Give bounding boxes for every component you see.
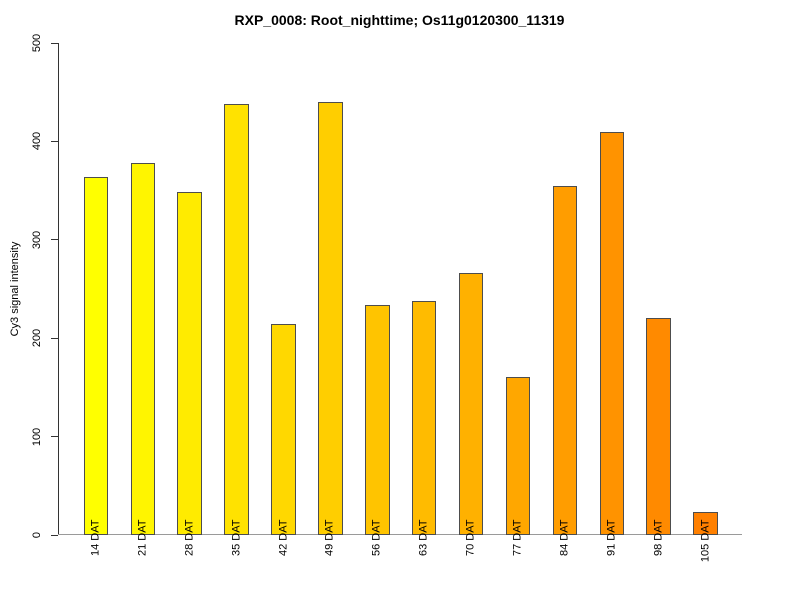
bar [599,131,625,535]
bar [693,512,718,535]
x-tick-label: 56 DAT [370,519,383,556]
x-tick-label: 42 DAT [277,519,289,556]
x-tick-label: 63 DAT [417,519,430,556]
x-tick-label: 28 DAT [183,519,196,556]
y-tick-mark [51,534,58,536]
y-tick-label: 300 [31,230,43,249]
bar [458,273,484,535]
bar [83,176,109,535]
chart-title: RXP_0008: Root_nighttime; Os11g0120300_1… [234,12,565,28]
bar [552,185,578,535]
y-tick-mark [51,239,58,241]
x-tick-label: 84 DAT [558,519,571,556]
bar [365,304,390,535]
y-axis-title: Cy3 signal intensity [9,241,21,337]
y-tick-label: 500 [31,33,43,53]
x-tick-label: 49 DAT [323,519,336,556]
y-tick-label: 200 [31,329,43,348]
x-tick-label: 105 DAT [699,519,712,562]
y-tick-mark [51,42,58,44]
x-tick-label: 35 DAT [230,519,243,556]
y-tick-label: 100 [31,427,43,446]
bar [177,191,202,535]
x-axis-baseline [58,534,742,535]
y-tick-label: 400 [31,132,43,151]
y-tick-mark [51,140,58,142]
bar [271,324,296,535]
x-tick-label: 21 DAT [136,519,149,556]
bar [130,163,156,535]
y-tick-mark [51,337,58,339]
bar [318,102,343,535]
bar [411,300,437,535]
bar [224,104,249,535]
y-tick-label: 0 [31,531,43,539]
x-tick-label: 77 DAT [511,519,524,556]
y-tick-mark [51,436,58,438]
x-tick-label: 91 DAT [605,519,618,556]
plot-area: 0 100 200 300 400 500 14 DAT 21 DAT 28 DAT 35 DA… [31,34,742,562]
x-tick-label: 98 DAT [652,519,665,556]
bar [646,317,671,535]
x-tick-label: 70 DAT [464,519,477,556]
x-tick-label: 14 DAT [89,519,102,556]
bar [505,376,531,535]
